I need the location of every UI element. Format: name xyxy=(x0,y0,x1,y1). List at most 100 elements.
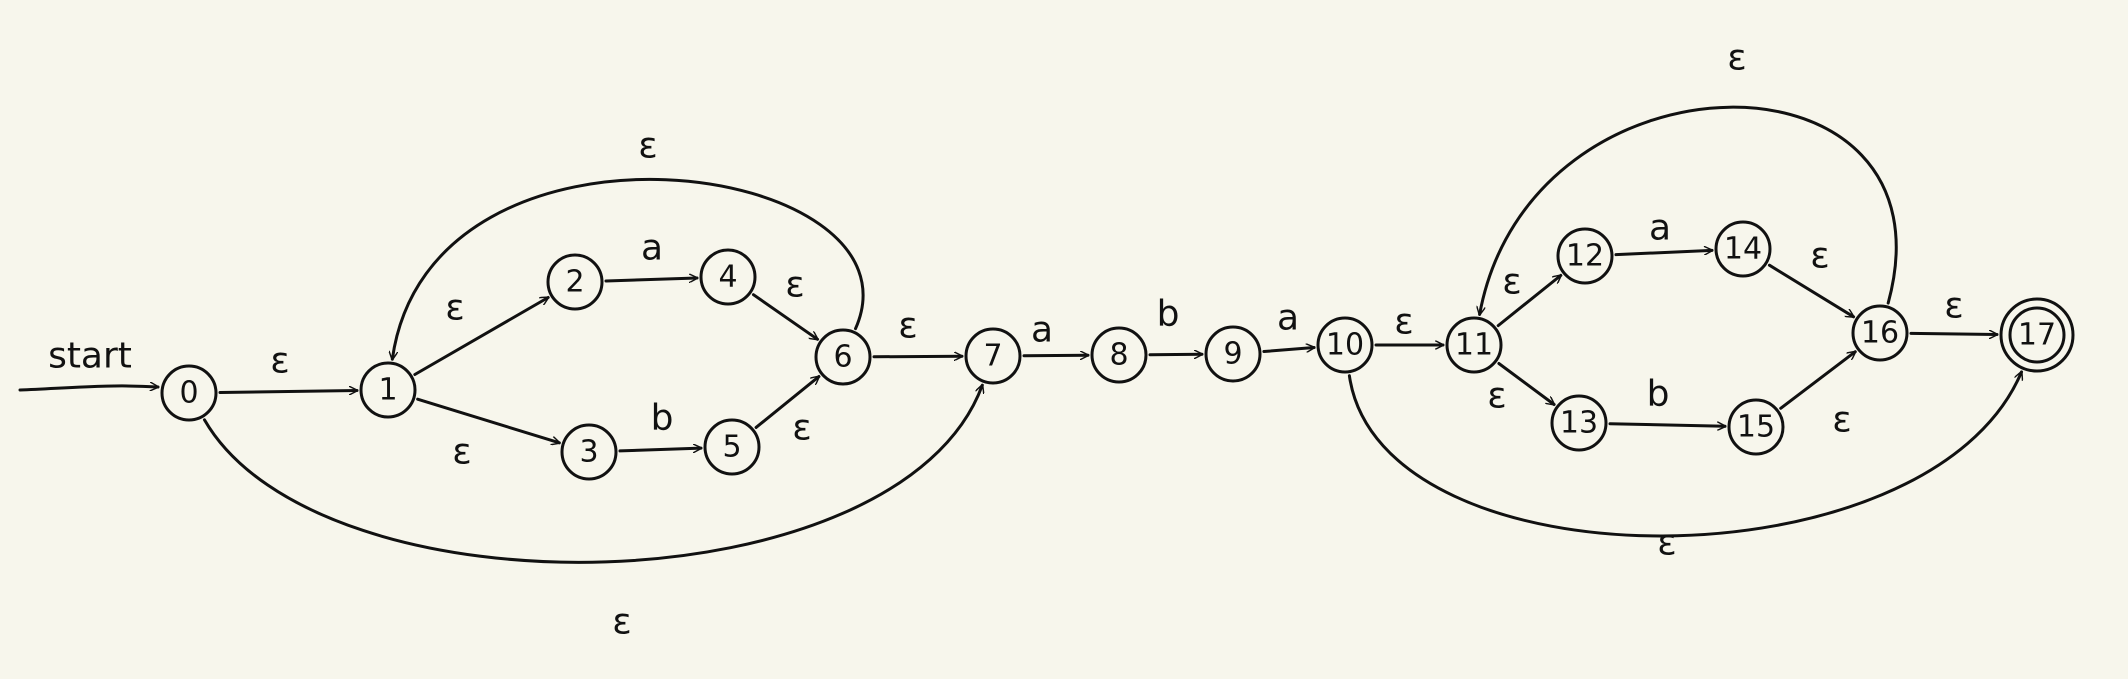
transition-label: ε xyxy=(452,432,471,473)
state-label: 9 xyxy=(1223,337,1242,372)
state-circle xyxy=(1714,220,1772,278)
start-arrow: start xyxy=(18,336,160,391)
state-label: 11 xyxy=(1455,328,1493,363)
state-circle xyxy=(1316,316,1374,374)
state-17: 17 xyxy=(1999,297,2075,373)
transition-label: ε xyxy=(792,408,811,449)
state-circle xyxy=(2008,306,2066,364)
transition-line xyxy=(202,385,982,564)
transition-line xyxy=(392,177,865,359)
state-label: 17 xyxy=(2018,318,2056,353)
transition-line xyxy=(751,293,817,341)
transition-line xyxy=(1614,250,1714,257)
transition-1-3: ε xyxy=(416,397,560,473)
state-3: 3 xyxy=(560,423,618,481)
state-label: 12 xyxy=(1566,239,1604,274)
state-circle xyxy=(1204,325,1262,383)
transition-line xyxy=(754,377,819,429)
state-label: 4 xyxy=(718,260,737,295)
transition-label: a xyxy=(1277,298,1299,339)
state-label: 13 xyxy=(1560,406,1598,441)
state-4: 4 xyxy=(699,248,757,306)
state-5: 5 xyxy=(703,418,761,476)
state-label: 0 xyxy=(179,376,198,411)
state-label: 8 xyxy=(1109,338,1128,373)
transition-label: ε xyxy=(1832,400,1851,441)
state-circle xyxy=(1090,326,1148,384)
state-circle xyxy=(703,418,761,476)
transition-7-8: a xyxy=(1022,310,1090,356)
transition-0-1: ε xyxy=(218,341,359,393)
transition-4-6: ε xyxy=(751,265,817,341)
transitions: ε ε ε a b ε ε ε ε ε a b a ε ε ε a b ε ε ε ε ε xyxy=(202,38,2021,643)
transition-16-11: ε xyxy=(1480,38,1898,315)
transition-3-5: b xyxy=(618,398,703,451)
state-label: 15 xyxy=(1737,410,1775,445)
transition-line xyxy=(218,390,359,392)
transition-label: ε xyxy=(1657,523,1676,564)
transition-label: ε xyxy=(638,126,657,167)
transition-label: ε xyxy=(1810,236,1829,277)
state-label: 6 xyxy=(833,340,852,375)
transition-line xyxy=(1347,372,2021,538)
state-circle xyxy=(1851,304,1909,362)
state-circle xyxy=(1556,227,1614,285)
state-label: 5 xyxy=(722,430,741,465)
transition-label: b xyxy=(1647,374,1670,415)
transition-0-7: ε xyxy=(202,385,982,643)
transition-6-7: ε xyxy=(872,306,964,357)
state-circle xyxy=(546,253,604,311)
transition-label: a xyxy=(1031,310,1053,351)
state-circle xyxy=(814,328,872,386)
state-label: 1 xyxy=(378,373,397,408)
state-circle xyxy=(1727,398,1785,456)
transition-12-14: a xyxy=(1614,208,1714,257)
transition-line xyxy=(1909,333,1999,334)
state-15: 15 xyxy=(1727,398,1785,456)
transition-5-6: ε xyxy=(754,377,819,449)
transition-label: ε xyxy=(898,306,917,347)
transition-line xyxy=(413,296,548,376)
transition-line xyxy=(416,397,560,443)
start-arrow-line xyxy=(18,386,160,390)
state-circle xyxy=(699,248,757,306)
accepting-ring xyxy=(1999,297,2075,373)
transition-label: ε xyxy=(270,341,289,382)
state-11: 11 xyxy=(1445,316,1503,374)
state-16: 16 xyxy=(1851,304,1909,362)
transition-1-2: ε xyxy=(413,288,548,376)
state-label: 2 xyxy=(565,265,584,300)
transition-line xyxy=(1497,361,1554,407)
transition-label: a xyxy=(1649,208,1671,249)
state-12: 12 xyxy=(1556,227,1614,285)
state-10: 10 xyxy=(1316,316,1374,374)
transition-label: ε xyxy=(1394,302,1413,343)
transition-11-13: ε xyxy=(1487,361,1554,417)
transition-label: b xyxy=(1157,294,1180,335)
transition-label: ε xyxy=(445,288,464,329)
state-circle xyxy=(964,327,1022,385)
transition-label: ε xyxy=(612,602,631,643)
state-9: 9 xyxy=(1204,325,1262,383)
transition-11-12: ε xyxy=(1496,262,1561,328)
start-label: start xyxy=(48,336,132,377)
state-circle xyxy=(1445,316,1503,374)
state-7: 7 xyxy=(964,327,1022,385)
state-6: 6 xyxy=(814,328,872,386)
transition-label: b xyxy=(651,398,674,439)
state-label: 10 xyxy=(1326,328,1364,363)
state-13: 13 xyxy=(1550,394,1608,452)
state-label: 3 xyxy=(579,435,598,470)
transition-10-17: ε xyxy=(1347,372,2021,564)
transition-label: ε xyxy=(1944,286,1963,327)
state-label: 14 xyxy=(1724,232,1762,267)
state-label: 16 xyxy=(1861,316,1899,351)
transition-line xyxy=(1767,263,1853,319)
state-1: 1 xyxy=(359,361,417,419)
transition-line xyxy=(1608,424,1727,427)
transition-line xyxy=(1022,355,1090,356)
transition-13-15: b xyxy=(1608,374,1727,427)
state-circle xyxy=(359,361,417,419)
